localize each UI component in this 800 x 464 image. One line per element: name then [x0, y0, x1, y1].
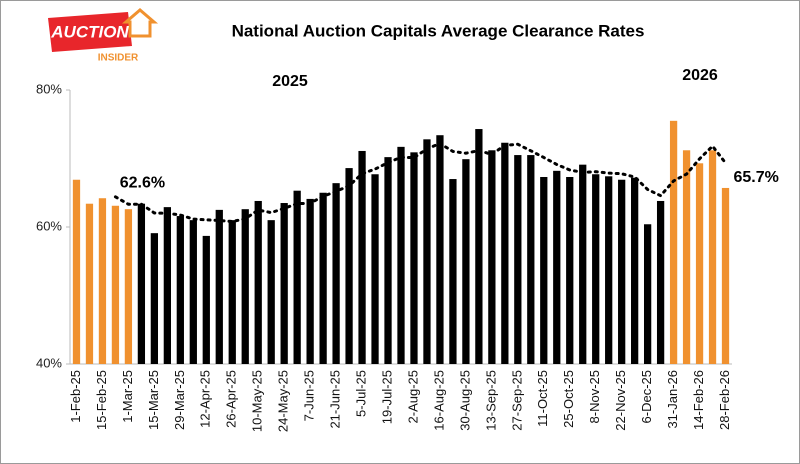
bar — [319, 192, 327, 364]
bar — [436, 135, 444, 364]
x-tick-label: 22-Nov-25 — [613, 370, 628, 431]
bar — [618, 179, 626, 364]
x-tick-label: 8-Nov-25 — [587, 370, 602, 423]
x-tick-label: 10-May-25 — [250, 370, 265, 432]
bar — [423, 139, 431, 364]
bar — [98, 198, 107, 364]
bar — [397, 146, 405, 364]
bar — [345, 168, 353, 364]
x-tick-label: 26-Apr-25 — [224, 370, 239, 428]
y-tick-label: 40% — [36, 355, 62, 370]
x-tick-label: 1-Mar-25 — [120, 370, 135, 423]
bar — [462, 159, 470, 364]
bar — [254, 200, 262, 364]
bar — [137, 203, 146, 364]
x-tick-label: 14-Feb-26 — [691, 370, 706, 430]
x-tick-label: 5-Jul-25 — [353, 370, 368, 417]
bar — [605, 176, 613, 364]
y-tick-label: 80% — [36, 81, 62, 96]
x-tick-label: 12-Apr-25 — [198, 370, 213, 428]
bar — [695, 163, 704, 364]
x-tick-label: 1-Feb-25 — [68, 370, 83, 423]
x-tick-label: 28-Feb-26 — [717, 370, 732, 430]
bar — [72, 179, 81, 364]
bar — [150, 233, 159, 364]
x-tick-label: 2-Aug-25 — [405, 370, 420, 423]
x-tick-label: 19-Jul-25 — [379, 370, 394, 424]
bar — [228, 220, 236, 364]
x-tick-label: 13-Sep-25 — [483, 370, 498, 431]
bar — [592, 174, 600, 364]
year-annotation: 2026 — [682, 67, 718, 84]
bar — [501, 142, 509, 364]
bar — [176, 216, 184, 364]
y-tick-label: 60% — [36, 218, 62, 233]
bar — [449, 179, 457, 364]
x-tick-label: 6-Dec-25 — [639, 370, 654, 423]
bar — [267, 220, 275, 364]
bar — [579, 164, 587, 364]
data-label: 62.6% — [120, 174, 165, 191]
x-tick-label: 15-Mar-25 — [146, 370, 161, 430]
trendline — [113, 141, 728, 224]
logo: AUCTION INSIDER — [48, 8, 159, 64]
bar — [540, 176, 548, 364]
logo-house — [121, 8, 159, 38]
x-tick-label: 7-Jun-25 — [302, 370, 317, 421]
bar — [306, 198, 314, 364]
bar — [124, 209, 133, 364]
x-tick-label: 27-Sep-25 — [509, 370, 524, 431]
bar — [85, 203, 94, 364]
bar — [384, 157, 392, 364]
x-tick-label: 30-Aug-25 — [457, 370, 472, 431]
bar — [682, 150, 691, 364]
bar — [488, 150, 496, 364]
data-label: 65.7% — [734, 169, 779, 186]
year-annotation: 2025 — [272, 73, 308, 90]
bar — [566, 176, 574, 364]
chart-title: National Auction Capitals Average Cleara… — [232, 21, 645, 40]
x-tick-label: 31-Jan-26 — [665, 370, 680, 429]
logo-banner — [48, 12, 132, 52]
bar — [280, 203, 288, 364]
bar — [358, 150, 366, 364]
bar — [721, 187, 730, 364]
bar — [410, 152, 418, 364]
bar — [553, 170, 561, 364]
bar — [631, 177, 639, 364]
bar — [656, 200, 665, 364]
x-tick-label: 21-Jun-25 — [328, 370, 343, 429]
bar — [708, 150, 717, 364]
x-tick-label: 11-Oct-25 — [535, 370, 550, 427]
bar — [527, 155, 535, 364]
x-tick-label: 24-May-25 — [276, 370, 291, 432]
bar — [371, 174, 379, 364]
logo-text: AUCTION — [50, 22, 129, 41]
bar — [514, 155, 522, 364]
bar — [669, 120, 678, 364]
bar — [202, 235, 210, 364]
bar — [189, 220, 197, 364]
bar — [215, 209, 223, 364]
bar — [643, 224, 652, 364]
bar — [163, 207, 171, 364]
logo-subtext: INSIDER — [98, 53, 139, 64]
bar — [111, 205, 120, 364]
x-tick-label: 15-Feb-25 — [94, 370, 109, 430]
bar — [332, 183, 340, 364]
x-tick-label: 25-Oct-25 — [561, 370, 576, 428]
bar — [241, 209, 249, 364]
x-tick-label: 16-Aug-25 — [431, 370, 446, 431]
bar — [293, 190, 301, 364]
bar — [475, 129, 483, 364]
x-tick-label: 29-Mar-25 — [172, 370, 187, 430]
